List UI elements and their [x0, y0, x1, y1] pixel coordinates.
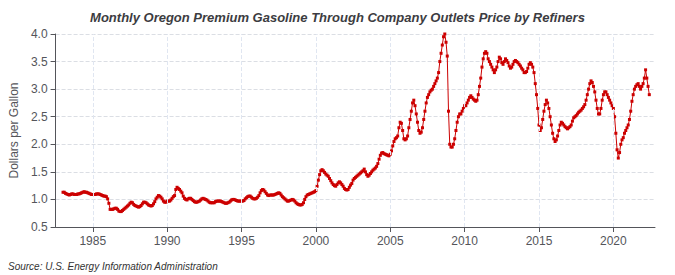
svg-text:2.0: 2.0 [31, 137, 48, 151]
svg-text:1985: 1985 [79, 234, 106, 248]
svg-text:3.0: 3.0 [31, 82, 48, 96]
svg-text:Dollars per Gallon: Dollars per Gallon [7, 82, 21, 178]
svg-text:2.5: 2.5 [31, 110, 48, 124]
svg-text:Source: U.S. Energy Informatio: Source: U.S. Energy Information Administ… [8, 261, 218, 272]
svg-text:2020: 2020 [600, 234, 627, 248]
svg-text:0.5: 0.5 [31, 220, 48, 234]
svg-text:2005: 2005 [377, 234, 404, 248]
svg-text:2000: 2000 [303, 234, 330, 248]
svg-text:2010: 2010 [451, 234, 478, 248]
svg-text:1.5: 1.5 [31, 165, 48, 179]
svg-text:3.5: 3.5 [31, 55, 48, 69]
svg-text:4.0: 4.0 [31, 27, 48, 41]
svg-text:1995: 1995 [228, 234, 255, 248]
svg-text:1990: 1990 [154, 234, 181, 248]
svg-text:2015: 2015 [526, 234, 553, 248]
svg-text:Monthly Oregon Premium Gasolin: Monthly Oregon Premium Gasoline Through … [90, 10, 585, 25]
svg-text:1.0: 1.0 [31, 192, 48, 206]
